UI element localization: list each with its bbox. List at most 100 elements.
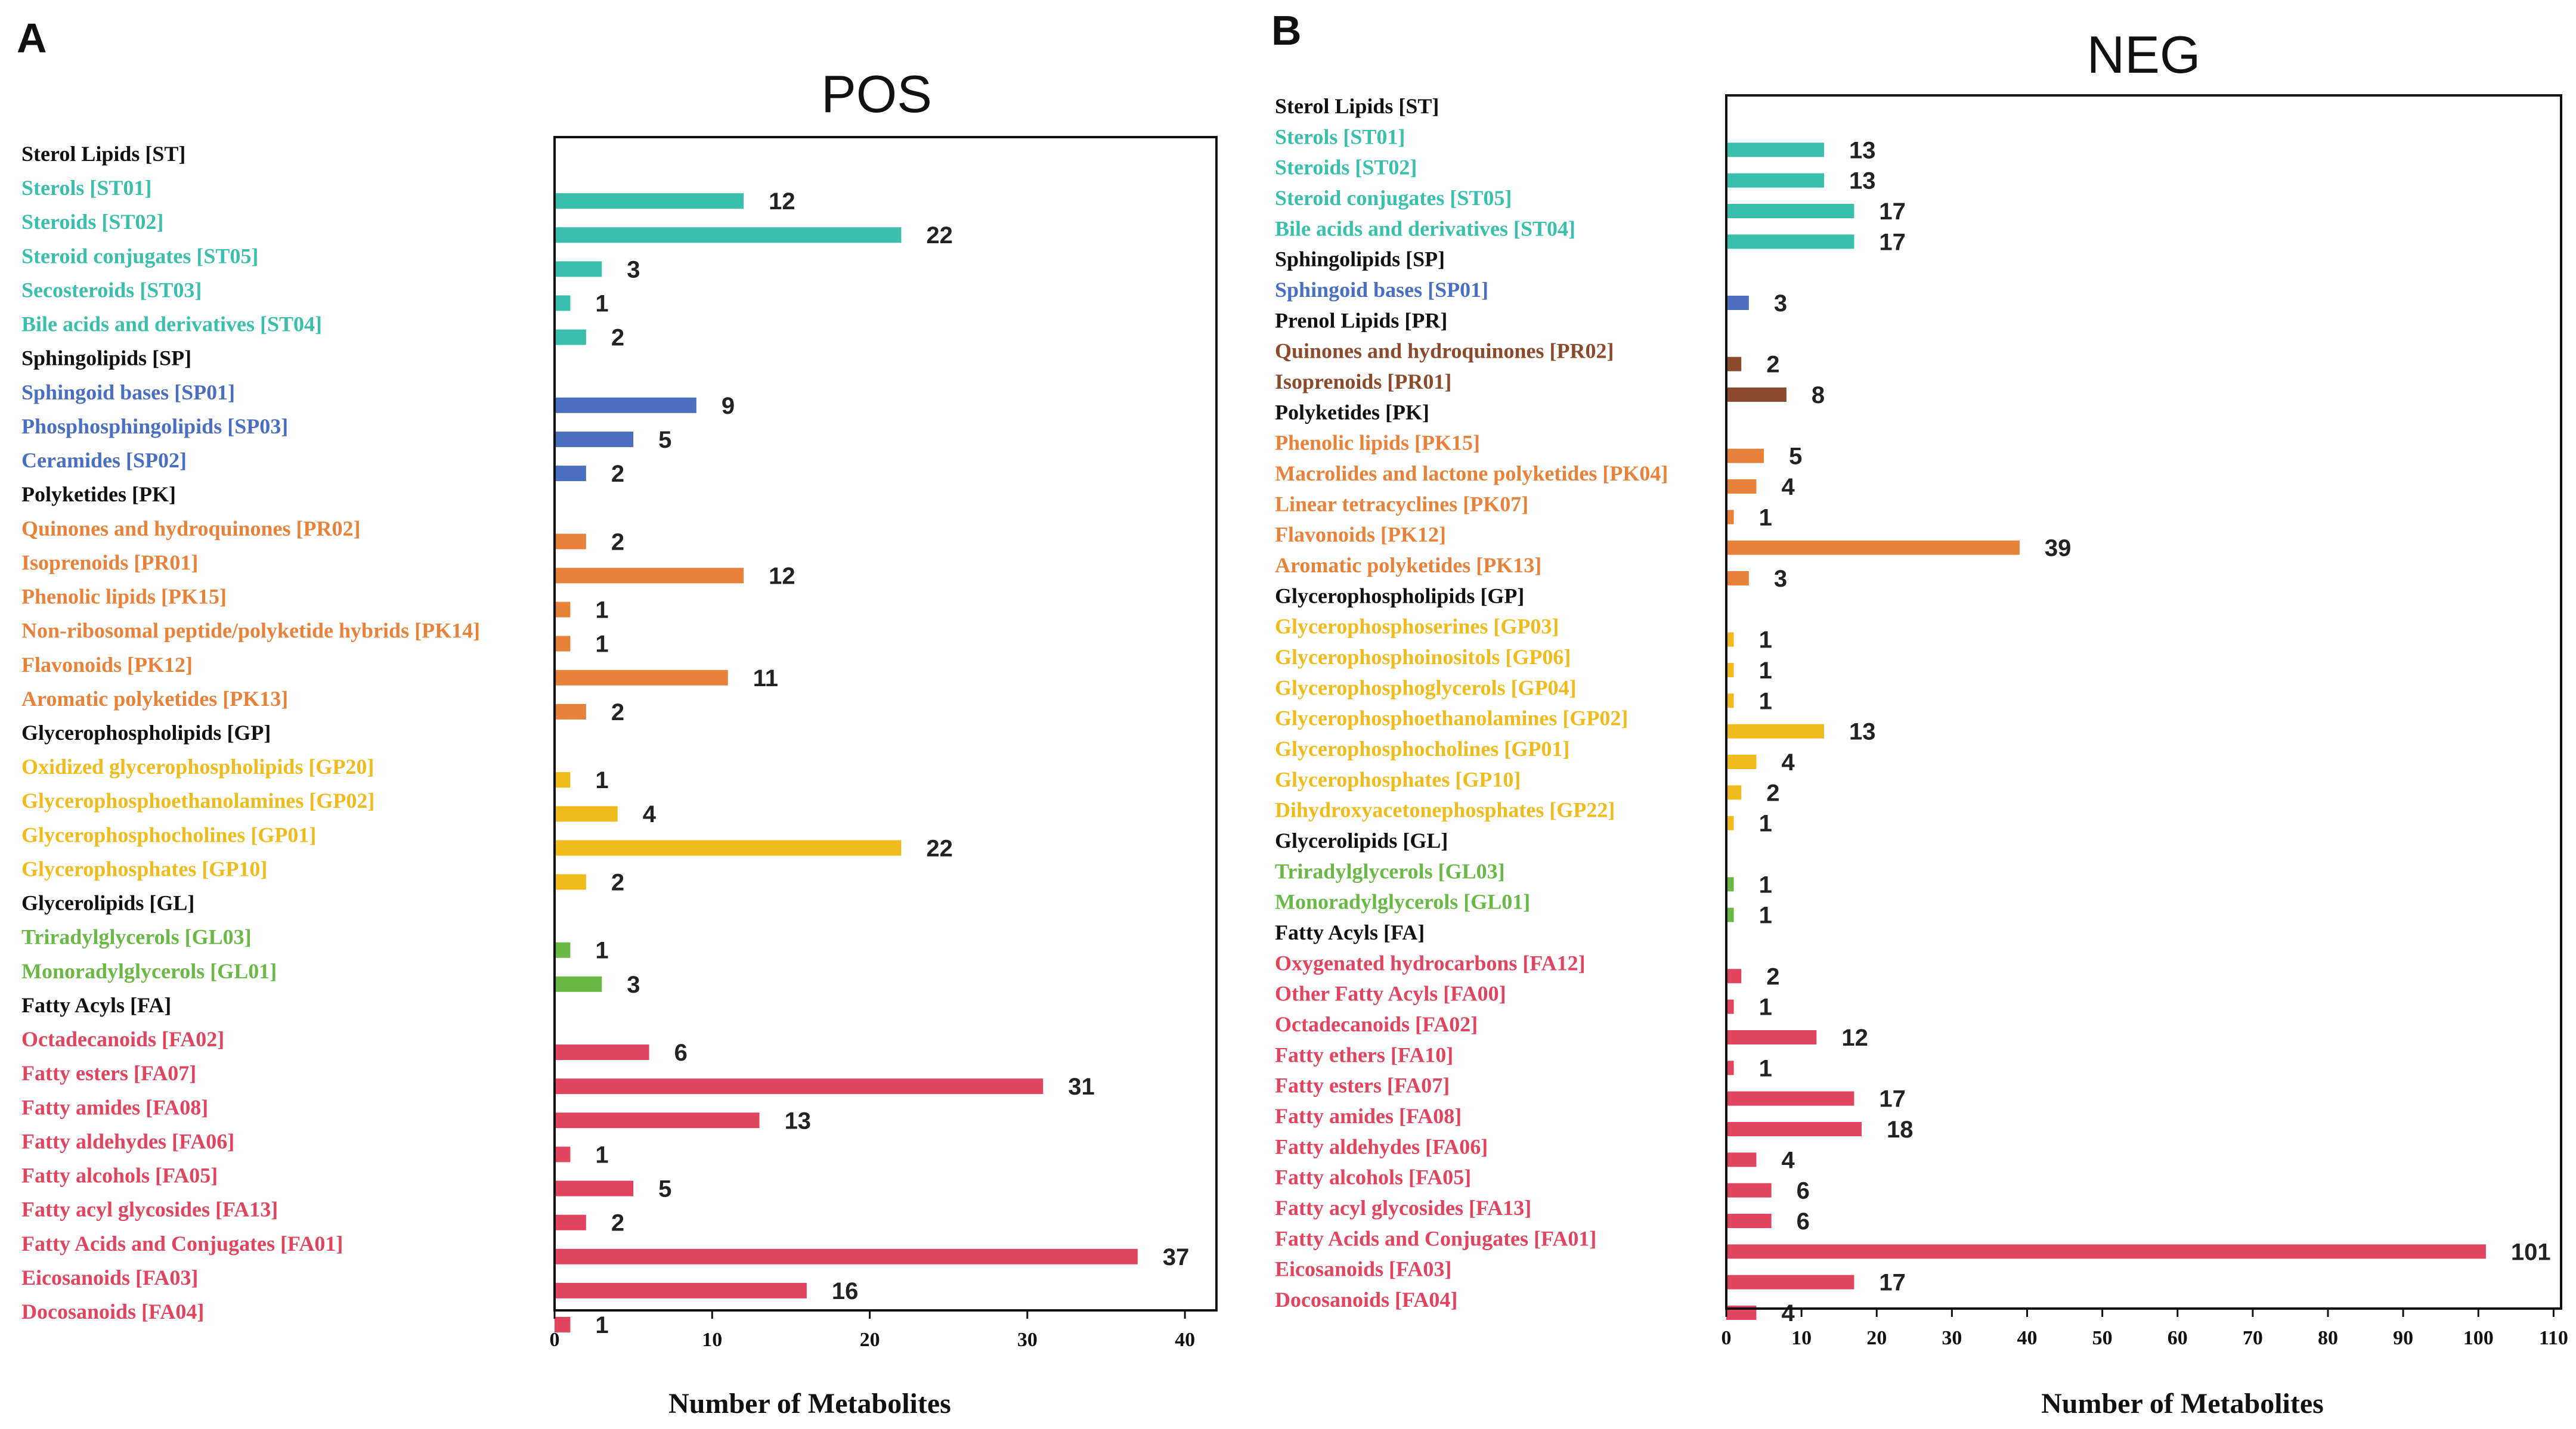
bar [1726, 296, 1749, 310]
category-label: Steroid conjugates [ST05] [1275, 186, 1512, 210]
bar-value-label: 3 [1774, 566, 1787, 592]
x-tick-label: 40 [2017, 1327, 2038, 1349]
bar [1726, 1183, 1772, 1198]
category-label: Flavonoids [PK12] [21, 653, 193, 677]
category-label: Fatty esters [FA07] [1275, 1074, 1450, 1098]
category-label: Dihydroxyacetonephosphates [GP22] [1275, 798, 1615, 822]
bar-value-label: 1 [1759, 504, 1772, 531]
bar-value-label: 5 [1789, 444, 1802, 470]
bar [555, 874, 586, 890]
bar [1726, 571, 1749, 585]
x-tick-label: 50 [2092, 1327, 2113, 1349]
bar [1726, 388, 1787, 402]
bar [555, 1180, 634, 1196]
x-tick-label: 30 [1017, 1329, 1038, 1351]
category-group-header: Prenol Lipids [PR] [1275, 308, 1447, 332]
bar [555, 227, 902, 243]
bar-value-label: 2 [611, 529, 624, 555]
bar [1726, 1030, 1817, 1044]
bar-value-label: 4 [1781, 1147, 1795, 1173]
bar [1726, 663, 1734, 677]
category-label: Fatty esters [FA07] [21, 1061, 196, 1085]
panel-a-pos-chart: A POS Sterol Lipids [ST]Sterols [ST01]St… [17, 15, 1218, 1419]
bar-value-label: 3 [627, 972, 640, 998]
x-tick-label: 0 [1722, 1327, 1732, 1349]
category-label: Isoprenoids [PR01] [1275, 370, 1451, 393]
x-tick-label: 80 [2318, 1327, 2338, 1349]
bar [1726, 1244, 2486, 1259]
category-label: Glycerophosphoethanolamines [GP02] [21, 789, 374, 813]
panel-a-letter: A [17, 15, 47, 61]
bar-value-label: 2 [611, 869, 624, 895]
bar-value-label: 6 [1797, 1178, 1810, 1204]
bar-value-label: 1 [595, 1142, 608, 1168]
bar [1726, 1214, 1772, 1228]
bar [555, 1112, 760, 1129]
bar-value-label: 37 [1163, 1244, 1190, 1270]
category-label: Phosphosphingolipids [SP03] [21, 414, 288, 438]
x-tick-label: 60 [2168, 1327, 2188, 1349]
category-label: Glycerophosphates [GP10] [21, 857, 267, 881]
bar [555, 1044, 649, 1061]
bar-value-label: 13 [785, 1108, 812, 1134]
panel-b-x-axis-label: Number of Metabolites [2041, 1388, 2324, 1419]
bar-value-label: 1 [595, 597, 608, 624]
category-label: Quinones and hydroquinones [PR02] [21, 516, 361, 540]
bar [555, 431, 634, 447]
category-label: Eicosanoids [FA03] [1275, 1257, 1451, 1281]
bar [555, 806, 618, 822]
bar [555, 772, 571, 788]
bar [555, 193, 744, 209]
category-group-header: Sterol Lipids [ST] [21, 142, 185, 166]
bar [1726, 785, 1742, 800]
bar-value-label: 4 [643, 801, 657, 827]
bar [555, 840, 902, 856]
category-label: Sterols [ST01] [1275, 125, 1405, 148]
bar [555, 329, 586, 345]
panel-a-bars [555, 193, 1138, 1332]
bar-value-label: 39 [2045, 535, 2072, 562]
category-label: Isoprenoids [PR01] [21, 550, 198, 574]
category-label: Secosteroids [ST03] [21, 278, 202, 302]
panel-b-plot-frame [1725, 94, 2562, 1310]
bar-value-label: 2 [611, 699, 624, 726]
category-label: Phenolic lipids [PK15] [1275, 431, 1480, 455]
bar-value-label: 1 [595, 1312, 608, 1338]
bar-value-label: 101 [2511, 1239, 2551, 1265]
x-tick-label: 100 [2463, 1327, 2494, 1349]
panel-a-x-axis-label: Number of Metabolites [668, 1388, 951, 1419]
category-label: Fatty acyl glycosides [FA13] [1275, 1196, 1531, 1220]
category-group-header: Glycerophospholipids [GP] [21, 721, 271, 745]
bar [1726, 816, 1734, 830]
bar-value-label: 13 [1849, 168, 1876, 194]
bar-value-label: 1 [595, 938, 608, 964]
bar [555, 1248, 1138, 1264]
bar-value-label: 17 [1879, 1086, 1906, 1112]
panel-b-value-labels: 1313171732854139311113421112112117184661… [1759, 137, 2551, 1326]
bar [1726, 142, 1824, 157]
category-label: Oxidized glycerophospholipids [GP20] [21, 755, 374, 779]
bar [555, 703, 586, 720]
bar [555, 295, 571, 311]
bar-value-label: 1 [1759, 688, 1772, 714]
category-label: Bile acids and derivatives [ST04] [1275, 216, 1575, 240]
panel-b-x-axis: 0 10 20 30 40 50 60 70 80 90 100 110 [1722, 1309, 2568, 1349]
bar-value-label: 31 [1068, 1074, 1095, 1100]
bar-value-label: 2 [611, 461, 624, 487]
bar-value-label: 12 [769, 188, 795, 215]
bar [1726, 1122, 1862, 1136]
category-label: Glycerophosphocholines [GP01] [1275, 737, 1569, 761]
x-tick-label: 90 [2393, 1327, 2413, 1349]
bar-value-label: 17 [1879, 199, 1906, 225]
bar-value-label: 1 [1759, 872, 1772, 898]
bar [555, 1214, 586, 1230]
bar [1726, 357, 1742, 371]
bar [1726, 969, 1742, 984]
category-label: Flavonoids [PK12] [1275, 523, 1446, 547]
category-label: Fatty amides [FA08] [21, 1095, 208, 1119]
x-tick-label: 20 [1866, 1327, 1887, 1349]
bar [555, 534, 586, 550]
category-group-header: Sphingolipids [SP] [1275, 247, 1445, 271]
category-label: Fatty Acids and Conjugates [FA01] [21, 1232, 343, 1256]
